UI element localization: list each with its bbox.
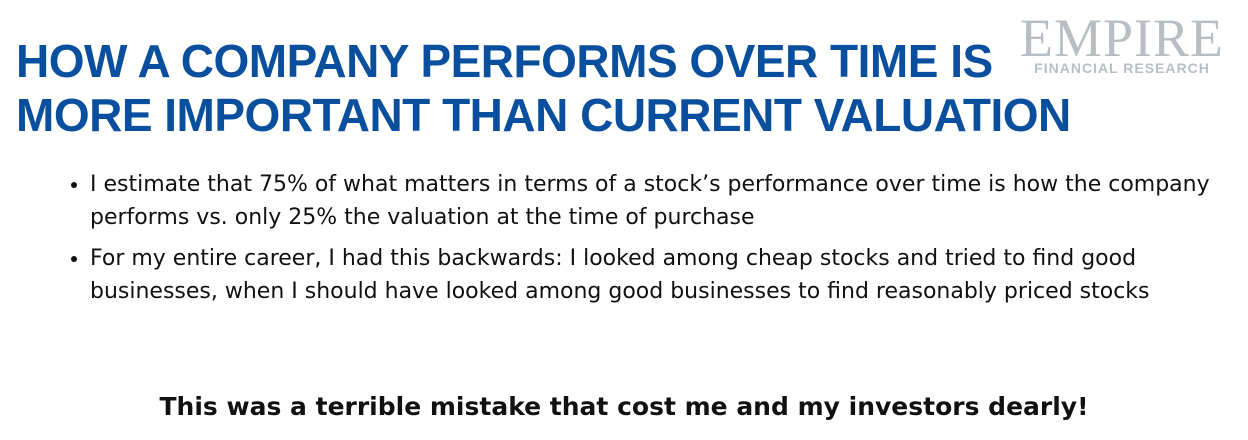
bullet: For my entire career, I had this backwar… [90,242,1248,308]
logo: EMPIRE FINANCIAL RESEARCH [1004,10,1240,76]
bullet-list: I estimate that 75% of what matters in t… [50,168,1248,316]
slide-title: HOW A COMPANY PERFORMS OVER TIME IS MORE… [16,34,1071,142]
bullet: I estimate that 75% of what matters in t… [90,168,1248,234]
conclusion: This was a terrible mistake that cost me… [159,392,1089,421]
title-line: MORE IMPORTANT THAN CURRENT VALUATION [16,89,1071,141]
logo-subtitle: FINANCIAL RESEARCH [1034,60,1210,76]
title-line: HOW A COMPANY PERFORMS OVER TIME IS [16,35,993,87]
logo-name: EMPIRE [1019,8,1225,68]
